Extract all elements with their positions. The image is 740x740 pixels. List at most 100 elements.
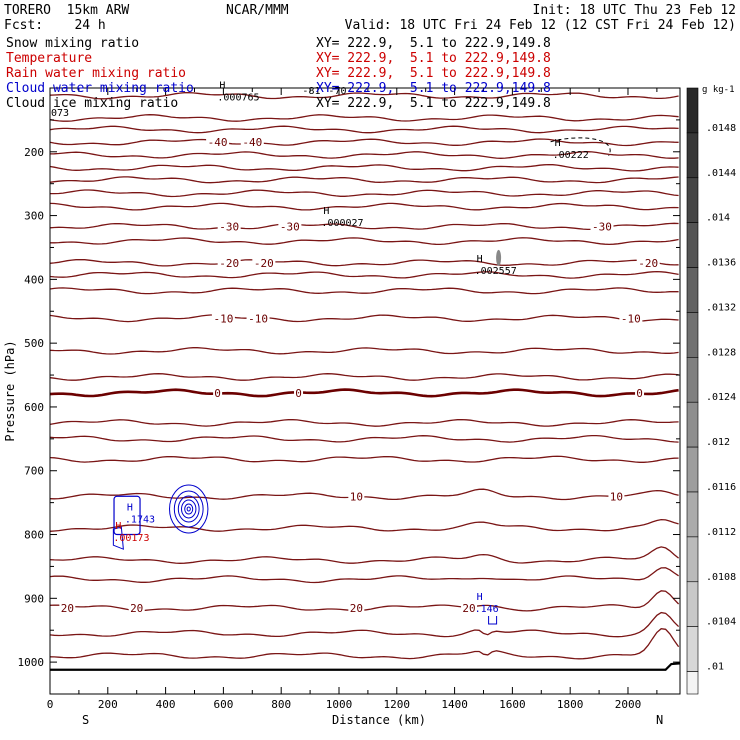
x-tick-label: 1200 (384, 698, 411, 711)
isotherm-line (49, 202, 679, 211)
isotherm-0 (49, 388, 679, 398)
isotherm-label-bg (348, 489, 365, 502)
legend-item-xy: XY= 222.9, 5.1 to 222.9,149.8 (316, 36, 551, 51)
isotherm-line (49, 270, 679, 279)
x-tick-label: 1800 (557, 698, 584, 711)
cloud-water-contour (488, 615, 498, 625)
axes: 0 200 400 600 800 1000 1200 1400 1600 1800 2000200… (3, 87, 681, 727)
x-tick-label: 800 (271, 698, 291, 711)
colorbar-segment (686, 177, 699, 223)
colorbar-segment (686, 401, 699, 448)
isotherm-label-bg (213, 385, 223, 398)
isotherm-label-bg (246, 311, 270, 324)
misc-label: -81 (302, 86, 320, 97)
isotherm-label: 10 (350, 490, 363, 503)
colorbar-label: .0116 (706, 482, 736, 493)
max-marker: H (477, 254, 483, 265)
valid-time: Valid: 18 UTC Fri 24 Feb 12 (12 CST Fri … (344, 18, 736, 33)
max-value: .00173 (113, 533, 149, 544)
legend-item-name: Temperature (6, 51, 93, 66)
isotherm-label: -30 (219, 220, 239, 233)
y-tick-label: 800 (24, 529, 44, 542)
isotherm-label: 20 (462, 602, 475, 615)
x-tick-label: 200 (98, 698, 118, 711)
isotherm-label: -40 (208, 136, 228, 149)
x-tick-label: 0 (47, 698, 54, 711)
y-tick-label: 300 (24, 210, 44, 223)
isotherm-label: 0 (295, 387, 302, 400)
center-name: NCAR/MMM (226, 3, 289, 18)
cloud-water-contour (169, 484, 209, 534)
colorbar-label: .0108 (706, 572, 736, 583)
colorbar-label: .0124 (706, 392, 736, 403)
y-axis-label: Pressure (hPa) (3, 340, 17, 441)
colorbar-label: .0136 (706, 258, 736, 269)
isotherm-label-bg (217, 255, 241, 268)
colorbar-segment (686, 536, 699, 583)
legend-item-name: Cloud water mixing ratio (6, 81, 194, 96)
colorbar-unit: g kg-1 (702, 85, 735, 95)
isotherm-label-bg (635, 385, 645, 398)
isotherm-label: 20 (61, 602, 74, 615)
init-time: Init: 18 UTC Thu 23 Feb 12 (532, 3, 737, 18)
colorbar-label: .0128 (706, 347, 736, 358)
isotherm-label: 20 (130, 602, 143, 615)
colorbar-segment (686, 581, 699, 627)
north-label: N (656, 713, 663, 727)
colorbar-segment (686, 357, 699, 403)
legend-item-name: Cloud ice mixing ratio (6, 96, 179, 111)
isotherm-label: -20 (219, 257, 239, 270)
max-value: .146 (475, 604, 499, 615)
isotherm-label-bg (211, 311, 235, 324)
isotherm-label-bg (217, 219, 241, 232)
legend-item-name: Snow mixing ratio (6, 36, 140, 51)
isotherm-label: -10 (621, 312, 641, 325)
x-tick-label: 2000 (615, 698, 642, 711)
isotherm-label: 0 (214, 387, 221, 400)
isotherm-line (49, 347, 679, 355)
max-value: .000765 (217, 92, 259, 103)
isotherm-line (49, 455, 679, 463)
isotherm-label-bg (348, 600, 365, 613)
isotherm--30 (49, 222, 679, 231)
y-tick-label: 500 (24, 337, 44, 350)
isotherm-label: -10 (213, 312, 233, 325)
isotherm-label: -10 (248, 312, 268, 325)
colorbar: .0148 .0144 .014 .0136 .0132 .0128 .0124 .012 .0… (686, 85, 736, 695)
colorbar-label: .0148 (706, 123, 736, 134)
isotherm-label-bg (206, 135, 230, 148)
isotherm-line (49, 163, 679, 172)
isotherm-labels: -40 -40 -30 -30 -30 -20 -20 -20 -10 -10 -10 0 0 0 10 10… (51, 86, 660, 615)
isotherm-line (49, 567, 679, 584)
max-value: .1743 (125, 515, 155, 526)
misc-label: 073 (51, 108, 69, 119)
max-marker: H (323, 206, 329, 217)
isotherm-line (49, 125, 679, 134)
y-tick-label: 600 (24, 401, 44, 414)
isotherm-line (49, 628, 680, 660)
colorbar-segment (686, 446, 699, 493)
x-axis-label: Distance (km) (332, 713, 426, 727)
isotherm-label: 10 (610, 490, 623, 503)
colorbar-segment (686, 222, 699, 268)
isotherm-label-bg (278, 219, 302, 232)
max-value: .00222 (553, 150, 589, 161)
colorbar-segment (686, 626, 699, 672)
model-title: TORERO 15km ARW (4, 3, 130, 18)
colorbar-segment (686, 132, 699, 179)
isotherm-label: -30 (280, 220, 300, 233)
x-tick-label: 1600 (499, 698, 526, 711)
cloud-water-contour (181, 499, 197, 519)
isotherm-line (49, 373, 679, 381)
isotherm-label-bg (590, 219, 614, 232)
legend-item-name: Rain water mixing ratio (6, 66, 187, 81)
cloud-water-contour (173, 490, 204, 528)
misc-label: -70 (328, 86, 346, 97)
x-tick-label: 1000 (326, 698, 353, 711)
y-tick-label: 700 (24, 465, 44, 478)
forecast-hour: Fcst: 24 h (4, 18, 106, 33)
isotherm-label-bg (59, 600, 76, 613)
colorbar-label: .0104 (706, 617, 736, 628)
temperature-contours (49, 92, 681, 671)
legend-item-xy: XY= 222.9, 5.1 to 222.9,149.8 (316, 96, 551, 111)
